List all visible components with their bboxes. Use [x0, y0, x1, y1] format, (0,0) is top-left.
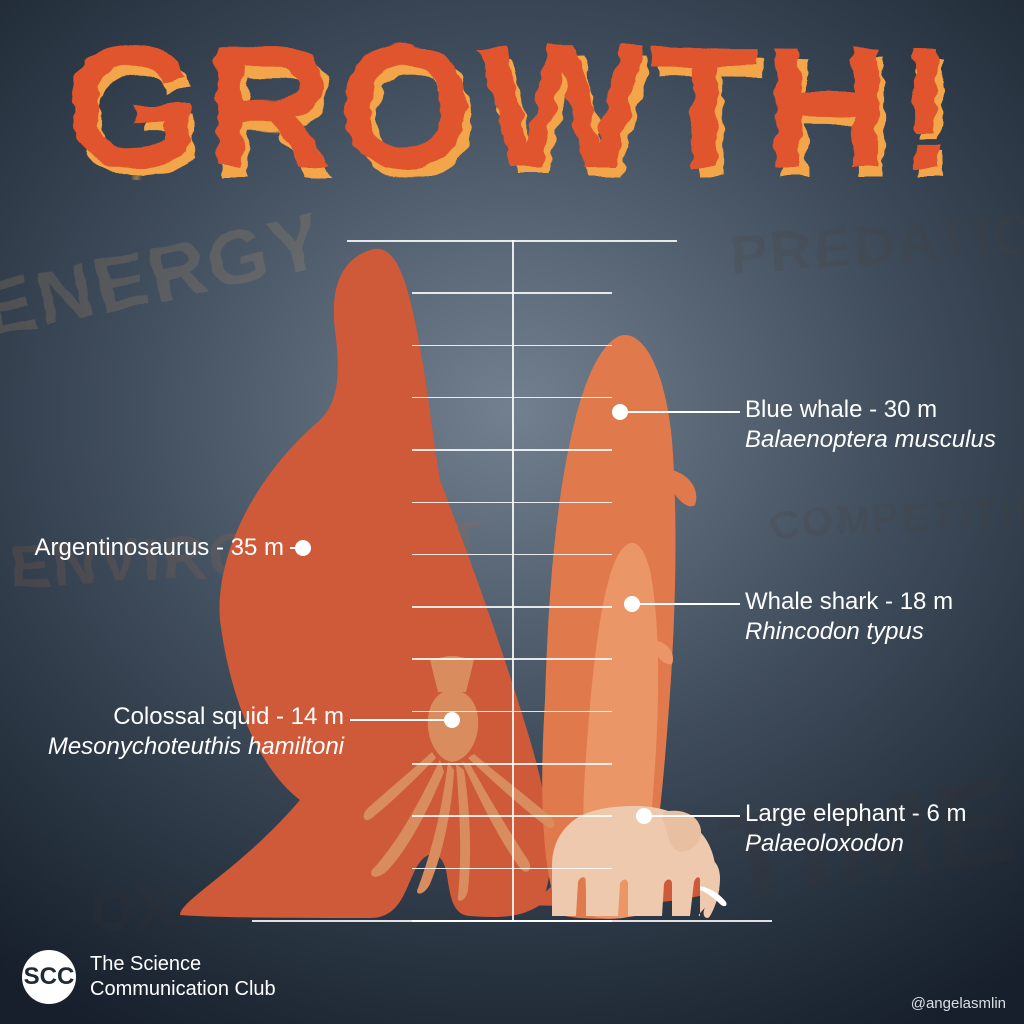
leader-line — [350, 719, 452, 721]
bg-word: OXYGEN — [88, 861, 350, 944]
footer: SCC The Science Communication Club — [22, 950, 276, 1004]
animal-label-argentinosaurus: Argentinosaurus - 35 m — [35, 534, 284, 562]
infographic-canvas: ENERGYPREDATIONENVIRONMENTCOMPETITIONOXY… — [0, 0, 1024, 1024]
animal-label-colossal_squid: Colossal squid - 14 mMesonychoteuthis ha… — [48, 703, 344, 761]
leader-line — [652, 815, 740, 817]
title-text: GROWTH! — [0, 20, 1024, 195]
leader-dot — [612, 404, 628, 420]
colossal-squid-shape — [364, 656, 555, 901]
animal-label-large_elephant: Large elephant - 6 mPalaeoloxodon — [745, 800, 966, 858]
argentinosaurus-tail — [530, 866, 720, 906]
animal-common-name: Blue whale - 30 m — [745, 396, 996, 424]
bg-word: ENERGY — [0, 195, 333, 356]
org-line-2: Communication Club — [90, 977, 276, 1002]
leader-dot — [624, 596, 640, 612]
leader-line — [640, 603, 740, 605]
org-name: The Science Communication Club — [90, 952, 276, 1002]
leader-line — [290, 547, 310, 549]
animal-common-name: Whale shark - 18 m — [745, 588, 953, 616]
author-handle: @angelasmlin — [911, 995, 1006, 1012]
leader-dot — [636, 808, 652, 824]
animal-scientific-name: Palaeoloxodon — [745, 830, 966, 858]
animal-label-whale_shark: Whale shark - 18 mRhincodon typus — [745, 588, 953, 646]
whale-shark-fin — [654, 640, 673, 664]
bg-word: COMPETITION — [769, 487, 1024, 548]
animal-common-name: Large elephant - 6 m — [745, 800, 966, 828]
animal-common-name: Colossal squid - 14 m — [48, 703, 344, 731]
animal-label-blue_whale: Blue whale - 30 mBalaenoptera musculus — [745, 396, 996, 454]
animal-scientific-name: Mesonychoteuthis hamiltoni — [48, 733, 344, 761]
main-title: GROWTH! GROWTH! — [0, 20, 1024, 195]
animal-common-name: Argentinosaurus - 35 m — [35, 534, 284, 562]
blue-whale-fin — [672, 470, 696, 506]
org-line-1: The Science — [90, 952, 276, 977]
whale-shark-shape — [583, 543, 658, 919]
leader-line — [628, 411, 740, 413]
animal-scientific-name: Balaenoptera musculus — [745, 426, 996, 454]
org-logo: SCC — [22, 950, 76, 1004]
blue-whale-shape — [542, 335, 675, 919]
org-logo-text: SCC — [24, 967, 75, 986]
animal-scientific-name: Rhincodon typus — [745, 618, 953, 646]
